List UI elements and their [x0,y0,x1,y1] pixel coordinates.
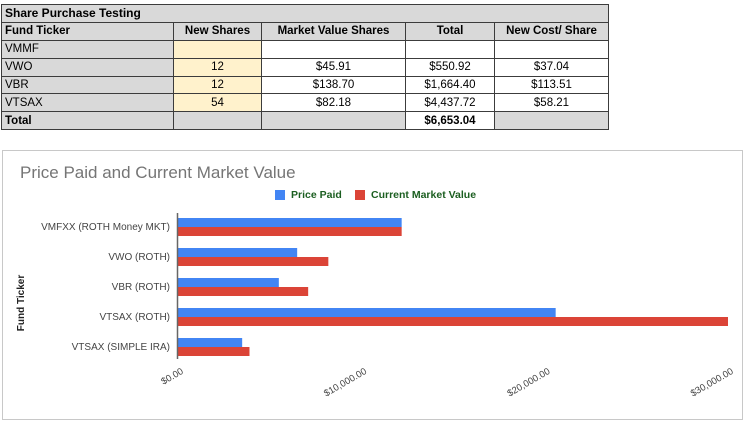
category-label: VMFXX (ROTH Money MKT) [41,222,170,233]
cell-empty[interactable] [261,111,406,131]
cell-new-shares[interactable]: 54 [173,93,262,113]
cell-new-shares[interactable] [173,39,262,59]
cell-new-shares[interactable]: 12 [173,57,262,77]
cell-new-cost[interactable]: $37.04 [494,57,609,77]
x-tick-label: $20,000.00 [505,366,552,399]
table-row: VMMF [1,39,609,59]
x-tick-label: $0.00 [159,366,185,387]
cell-empty[interactable] [173,111,262,131]
cell-ticker[interactable]: VMMF [1,39,174,59]
table-row: VWO 12 $45.91 $550.92 $37.04 [1,57,609,77]
table-row: VBR 12 $138.70 $1,664.40 $113.51 [1,75,609,95]
bar-chart[interactable]: Price Paid and Current Market Value Pric… [2,150,743,420]
bar-price-paid[interactable] [178,248,298,257]
bar-price-paid[interactable] [178,218,402,227]
category-label: VTSAX (ROTH) [99,312,170,323]
cell-total[interactable]: $1,664.40 [405,75,495,95]
header-new-shares[interactable]: New Shares [173,21,262,41]
table-row: VTSAX 54 $82.18 $4,437.72 $58.21 [1,93,609,113]
chart-title: Price Paid and Current Market Value [20,163,296,182]
bar-current-market-value[interactable] [178,287,309,296]
bar-current-market-value[interactable] [178,227,402,236]
header-new-cost-share[interactable]: New Cost/ Share [494,21,609,41]
cell-new-cost[interactable] [494,39,609,59]
cell-total[interactable] [405,39,495,59]
header-total[interactable]: Total [405,21,495,41]
legend-label-price-paid[interactable]: Price Paid [291,189,342,201]
cell-empty[interactable] [494,111,609,131]
x-tick-label: $10,000.00 [322,366,369,399]
y-axis-title: Fund Ticker [16,275,27,332]
cell-market-value[interactable]: $138.70 [261,75,406,95]
legend-swatch-price-paid [275,190,285,200]
cell-market-value[interactable]: $45.91 [261,57,406,77]
header-market-value-shares[interactable]: Market Value Shares [261,21,406,41]
x-tick-labels: $0.00 $10,000.00 $20,000.00 $30,000.00 [159,366,735,399]
category-label: VWO (ROTH) [108,252,170,263]
cell-market-value[interactable]: $82.18 [261,93,406,113]
header-fund-ticker[interactable]: Fund Ticker [1,21,174,41]
cell-ticker[interactable]: VWO [1,57,174,77]
bar-price-paid[interactable] [178,278,279,287]
bars-layer [178,218,728,356]
cell-total[interactable]: $4,437.72 [405,93,495,113]
cell-ticker[interactable]: VTSAX [1,93,174,113]
bar-price-paid[interactable] [178,338,243,347]
legend-swatch-current-market-value [355,190,365,200]
bar-current-market-value[interactable] [178,317,728,326]
cell-total-label[interactable]: Total [1,111,174,131]
category-label: VTSAX (SIMPLE IRA) [72,342,170,353]
bar-current-market-value[interactable] [178,347,250,356]
bar-price-paid[interactable] [178,308,556,317]
category-labels: VMFXX (ROTH Money MKT) VWO (ROTH) VBR (ROT… [41,222,170,353]
cell-market-value[interactable] [261,39,406,59]
x-tick-label: $30,000.00 [689,366,736,399]
bar-current-market-value[interactable] [178,257,329,266]
cell-grand-total[interactable]: $6,653.04 [405,111,495,131]
share-purchase-table: Share Purchase Testing Fund Ticker New S… [1,4,609,131]
total-row: Total $6,653.04 [1,111,609,131]
legend-label-current-market-value[interactable]: Current Market Value [371,189,476,201]
cell-total[interactable]: $550.92 [405,57,495,77]
sheet-title[interactable]: Share Purchase Testing [1,4,609,23]
cell-ticker[interactable]: VBR [1,75,174,95]
chart-canvas: Price Paid and Current Market Value Pric… [16,163,736,399]
cell-new-cost[interactable]: $58.21 [494,93,609,113]
category-label: VBR (ROTH) [112,282,170,293]
cell-new-shares[interactable]: 12 [173,75,262,95]
cell-new-cost[interactable]: $113.51 [494,75,609,95]
